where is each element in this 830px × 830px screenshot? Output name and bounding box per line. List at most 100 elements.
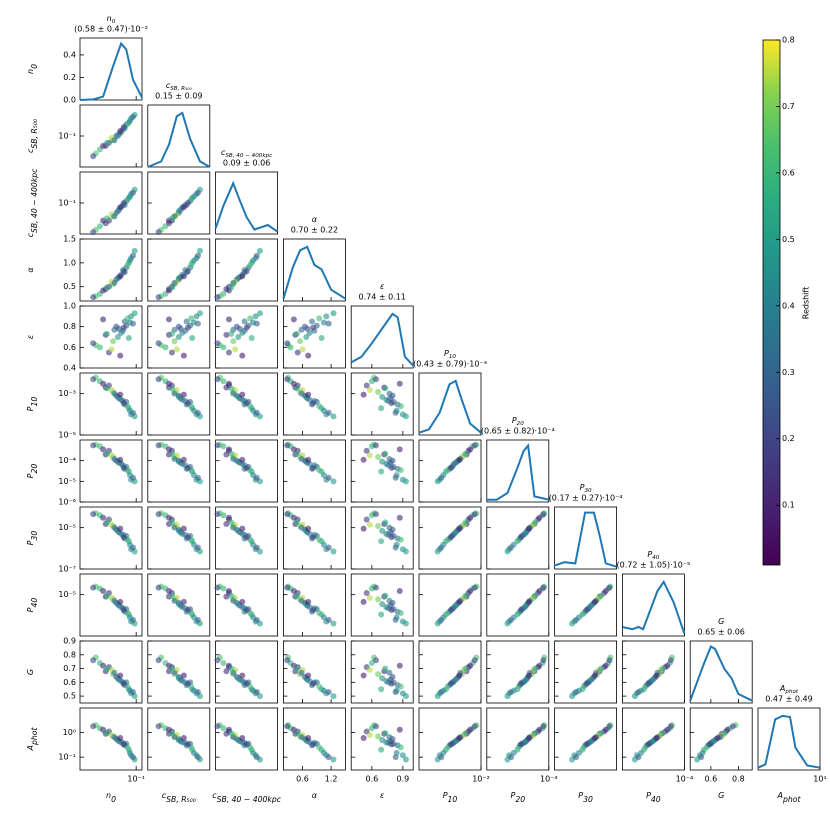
scatter-point xyxy=(606,657,613,664)
axis-label: P10 xyxy=(26,397,39,412)
panel xyxy=(282,439,346,503)
scatter-point xyxy=(373,723,379,730)
scatter-point xyxy=(155,511,162,518)
axis-label: cSB, 40 − 400kpc xyxy=(221,148,272,159)
scatter-point xyxy=(569,620,576,627)
panel xyxy=(282,238,346,302)
scatter-point xyxy=(103,665,110,672)
scatter-point xyxy=(126,117,133,124)
panel xyxy=(350,640,414,704)
scatter-point xyxy=(189,335,196,342)
scatter-point xyxy=(396,726,403,733)
panel xyxy=(147,439,211,503)
scatter-point xyxy=(284,657,291,664)
scatter-point xyxy=(462,519,469,526)
label-symbol: n xyxy=(26,69,35,74)
label-subscript: 10 xyxy=(448,795,458,804)
scatter-point xyxy=(165,316,172,323)
axis-label: P40 xyxy=(26,598,39,613)
axis-label: Aphot xyxy=(779,684,799,695)
scatter-point xyxy=(256,247,263,254)
scatter-point xyxy=(456,672,463,679)
label-subscript: 0 xyxy=(30,64,39,69)
scatter-point xyxy=(297,338,304,345)
x-tick-label: 10⁻⁴ xyxy=(676,775,694,784)
y-tick-label: 0.6 xyxy=(63,343,76,352)
panel xyxy=(214,640,279,704)
colorbar-tick-label: 0.7 xyxy=(782,102,795,111)
scatter-point xyxy=(230,597,237,604)
scatter-point xyxy=(320,407,327,414)
scatter-point xyxy=(250,541,257,548)
scatter-point xyxy=(168,385,175,392)
scatter-point xyxy=(606,584,613,591)
scatter-point xyxy=(290,514,297,521)
scatter-point xyxy=(168,592,175,599)
scatter-point xyxy=(243,534,250,541)
scatter-point xyxy=(298,669,305,676)
scatter-point xyxy=(228,330,235,337)
scatter-point xyxy=(397,467,404,474)
scatter-point xyxy=(378,686,385,693)
scatter-point xyxy=(100,380,107,387)
panel-frame xyxy=(282,640,346,704)
label-subscript: SB, 40 − 400kpc xyxy=(30,168,39,233)
panel xyxy=(214,439,279,503)
label-symbol: n xyxy=(106,791,111,800)
panel-frame xyxy=(215,439,279,503)
scatter-point xyxy=(316,744,323,751)
scatter-point xyxy=(525,525,532,532)
scatter-point xyxy=(504,548,511,555)
panel xyxy=(214,238,279,302)
colorbar-tick-label: 0.4 xyxy=(782,301,795,310)
y-tick-label: 0.8 xyxy=(63,322,76,331)
scatter-point xyxy=(631,693,638,700)
scatter-point xyxy=(214,376,221,383)
scatter-point xyxy=(462,665,469,672)
scatter-point xyxy=(196,310,203,317)
scatter-point xyxy=(330,478,337,485)
panel-frame xyxy=(418,439,482,503)
scatter-point xyxy=(330,413,337,420)
scatter-point xyxy=(378,611,385,618)
scatter-point xyxy=(575,687,582,694)
scatter-point xyxy=(175,601,182,608)
scatter-point xyxy=(103,215,110,222)
label-symbol: G xyxy=(718,791,724,800)
panel-frame xyxy=(418,707,482,771)
scatter-point xyxy=(510,749,517,756)
scatter-point xyxy=(517,680,524,687)
scatter-point xyxy=(388,680,395,687)
scatter-point xyxy=(434,548,441,555)
scatter-point xyxy=(228,592,235,599)
scatter-point xyxy=(250,257,257,264)
x-tick-label: 10⁻³ xyxy=(540,775,558,784)
scatter-point xyxy=(126,687,133,694)
scatter-point xyxy=(393,614,400,621)
label-subscript: 10 xyxy=(449,354,457,360)
scatter-point xyxy=(325,616,332,623)
panel xyxy=(350,372,414,436)
panel xyxy=(418,573,482,637)
scatter-point xyxy=(540,657,547,664)
scatter-point xyxy=(393,749,400,756)
panel xyxy=(147,104,211,168)
panel-frame xyxy=(147,305,211,369)
x-tick-label: 10¹ xyxy=(813,775,826,784)
scatter-point xyxy=(126,472,133,479)
scatter-point xyxy=(250,749,257,756)
x-tick-label: 0.8 xyxy=(732,775,745,784)
panel-frame xyxy=(147,506,211,570)
scatter-point xyxy=(293,519,300,526)
scatter-point xyxy=(467,726,474,733)
scatter-point xyxy=(126,407,133,414)
scatter-point xyxy=(366,452,373,459)
scatter-point xyxy=(645,741,652,748)
scatter-point xyxy=(440,749,447,756)
scatter-point xyxy=(230,279,237,286)
scatter-point xyxy=(309,680,316,687)
panel xyxy=(282,305,346,369)
scatter-point xyxy=(230,390,237,397)
scatter-point xyxy=(379,736,386,743)
y-tick-label: 0.5 xyxy=(63,692,76,701)
